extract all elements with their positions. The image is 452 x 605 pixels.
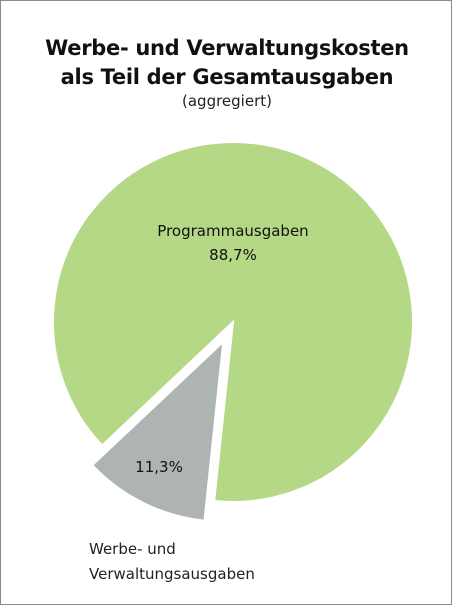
pie-slice [90, 339, 225, 522]
value-label: 11,3% [135, 458, 183, 476]
value-label: 88,7% [209, 246, 257, 264]
slice-label: Programmausgaben [157, 222, 309, 240]
pie-slice [52, 141, 414, 503]
slice-label: Werbe- und Verwaltungsausgaben [89, 540, 255, 583]
chart-subtitle: (aggregiert) [182, 92, 272, 110]
chart-title: Werbe- und Verwaltungskosten als Teil de… [45, 36, 409, 89]
